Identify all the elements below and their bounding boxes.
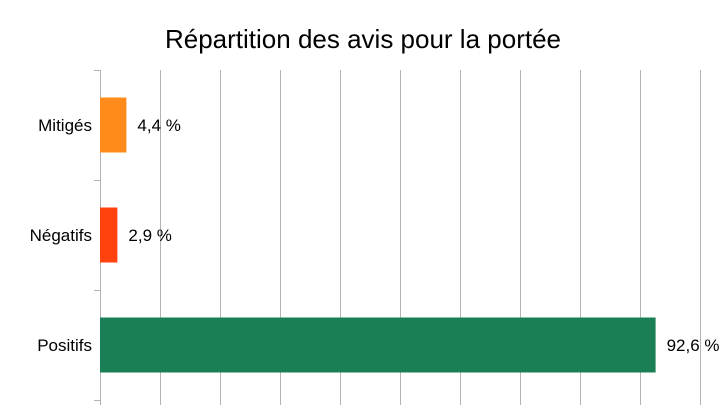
category-label: Négatifs (30, 226, 92, 245)
chart-title: Répartition des avis pour la portée (165, 24, 561, 54)
value-labels: 4,4 % 2,9 % 92,6 % (128, 116, 719, 355)
bar (100, 207, 118, 263)
category-axis (94, 70, 100, 401)
value-label: 4,4 % (137, 116, 180, 135)
bar (100, 317, 656, 373)
category-label: Positifs (37, 336, 92, 355)
category-labels: Mitigés Négatifs Positifs (30, 116, 92, 355)
category-label: Mitigés (38, 116, 92, 135)
value-label: 92,6 % (667, 336, 720, 355)
value-label: 2,9 % (128, 226, 171, 245)
bars (100, 97, 656, 373)
bar (100, 97, 127, 153)
